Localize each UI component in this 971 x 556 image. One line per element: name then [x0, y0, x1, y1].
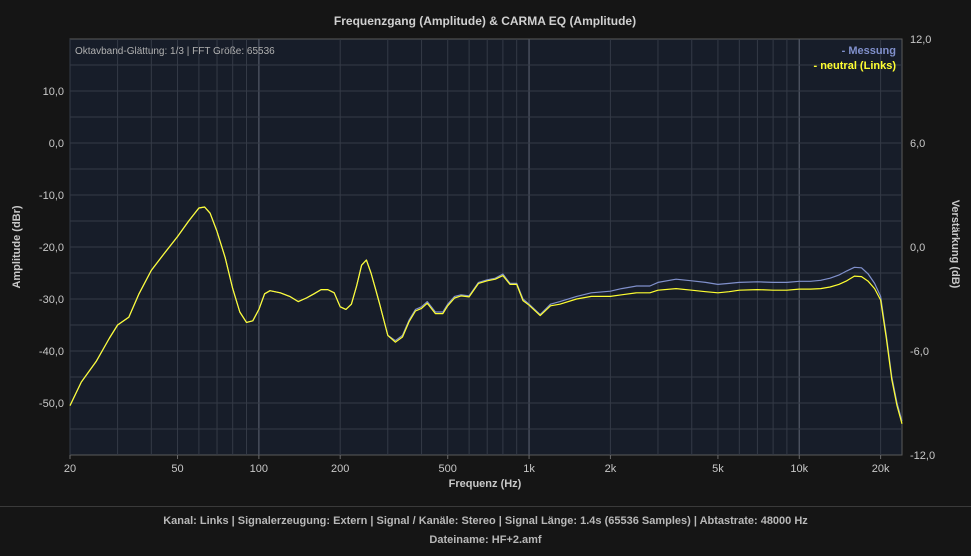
y-axis-label: Amplitude (dBr) [11, 205, 23, 288]
legend: - Messung - neutral (Links) [813, 45, 896, 72]
x-tick-label: 10k [790, 463, 808, 475]
y-tick-label: 10,0 [43, 86, 64, 98]
x-tick-label: 5k [712, 463, 724, 475]
grid-lines [69, 39, 902, 455]
y-tick-label: -50,0 [39, 398, 64, 410]
footer-info-line: Kanal: Links | Signalerzeugung: Extern |… [163, 515, 808, 527]
y-tick-label: 0,0 [49, 138, 64, 150]
y-tick-label: -40,0 [39, 346, 64, 358]
x-axis-label: Frequenz (Hz) [449, 478, 522, 490]
chart-subtitle: Oktavband-Glättung: 1/3 | FFT Größe: 655… [75, 46, 275, 57]
footer-divider [0, 506, 971, 507]
x-axis-ticks: 20 50 100 200 500 1k 2k 5k 10k 20k [64, 455, 890, 475]
y2-axis-ticks: 12,0 6,0 0,0 -6,0 -12,0 [910, 34, 935, 462]
x-tick-label: 100 [250, 463, 268, 475]
x-tick-label: 200 [331, 463, 349, 475]
series-line-neutral [69, 206, 903, 424]
x-tick-label: 500 [439, 463, 457, 475]
y2-axis-label: Verstärkung (dB) [949, 200, 961, 289]
y-tick-label: -30,0 [39, 294, 64, 306]
x-tick-label: 20 [64, 463, 76, 475]
chart-title: Frequenzgang (Amplitude) & CARMA EQ (Amp… [334, 14, 636, 28]
x-tick-label: 20k [872, 463, 890, 475]
y-tick-label: -10,0 [39, 190, 64, 202]
legend-item: - neutral (Links) [813, 60, 896, 72]
x-tick-label: 50 [171, 463, 183, 475]
y2-tick-label: 6,0 [910, 138, 925, 150]
frequency-response-chart: Frequenzgang (Amplitude) & CARMA EQ (Amp… [11, 14, 961, 490]
footer-filename: Dateiname: HF+2.amf [429, 534, 542, 546]
series-layer [69, 206, 903, 424]
y2-tick-label: -6,0 [910, 346, 929, 358]
y2-tick-label: 12,0 [910, 34, 931, 46]
legend-item: - Messung [842, 45, 896, 57]
x-tick-label: 1k [523, 463, 535, 475]
x-tick-label: 2k [605, 463, 617, 475]
y2-tick-label: -12,0 [910, 450, 935, 462]
y-axis-ticks: 10,0 0,0 -10,0 -20,0 -30,0 -40,0 -50,0 [39, 86, 64, 410]
y2-tick-label: 0,0 [910, 242, 925, 254]
y-tick-label: -20,0 [39, 242, 64, 254]
